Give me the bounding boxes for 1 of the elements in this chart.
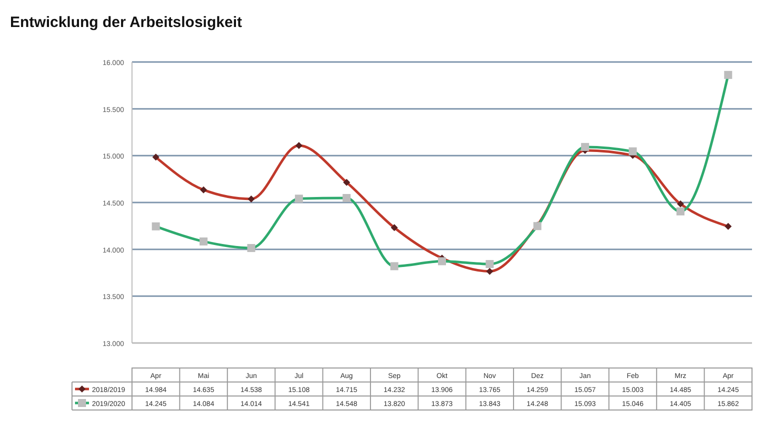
chart-title: Entwicklung der Arbeitslosigkeit bbox=[10, 14, 242, 31]
